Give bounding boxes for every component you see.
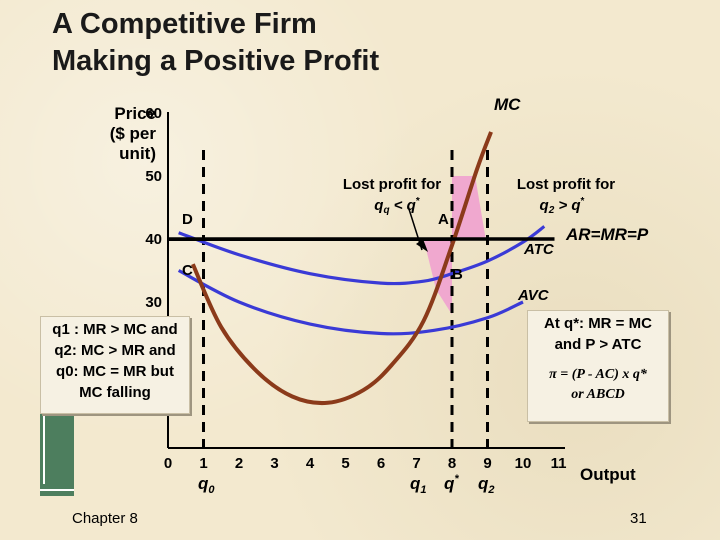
x-tick-label: 10	[515, 455, 532, 472]
right-note-line1: At q*: MR = MC	[544, 315, 652, 332]
lost-left-star: *	[416, 196, 420, 207]
right-note-line2: and P > ATC	[554, 336, 642, 353]
left-note-line: q2: MC > MR and	[54, 342, 176, 359]
slide-title: A Competitive Firm Making a Positive Pro…	[52, 6, 379, 80]
y-tick-label: 40	[145, 231, 162, 248]
q2-sub: 2	[487, 484, 494, 496]
q2-q: q	[478, 474, 489, 493]
x-tick-label: 4	[306, 455, 315, 472]
qstar-q: q	[444, 474, 455, 493]
lost-right-q: q	[540, 197, 549, 214]
page-number: 31	[630, 510, 647, 527]
q1-sub: 1	[420, 484, 426, 496]
q2-label: q2	[478, 474, 495, 496]
left-note-line: q1 : MR > MC and	[52, 321, 178, 338]
title-line-2: Making a Positive Profit	[52, 45, 380, 77]
x-tick-label: 6	[377, 455, 385, 472]
lost-right-star: *	[581, 196, 585, 207]
lost-profit-left-line1: Lost profit for	[343, 176, 441, 193]
left-note-line: MC falling	[79, 384, 151, 401]
left-note-line: q0: MC = MR but	[56, 363, 174, 380]
qstar-label: q*	[444, 473, 459, 493]
x-axis-label: Output	[580, 465, 636, 484]
slide-corner-icon	[40, 410, 74, 496]
q1-label: q1	[410, 474, 427, 496]
y-ticks: 30 40 50 60	[145, 105, 162, 311]
title-line-1: A Competitive Firm	[52, 8, 317, 40]
lost-profit-right-line2: q2 > q*	[540, 196, 585, 216]
y-tick-label: 30	[145, 294, 162, 311]
q0-sub: 0	[208, 484, 215, 496]
right-note-box: At q*: MR = MC and P > ATC π = (P - AC) …	[527, 310, 669, 422]
x-ticks: 0 1 2 3 4 5 6 7 8 9 10 11	[164, 455, 567, 472]
left-note-box: q1 : MR > MC and q2: MC > MR and q0: MC …	[40, 316, 190, 414]
x-tick-label: 7	[412, 455, 420, 472]
x-tick-label: 0	[164, 455, 172, 472]
x-tick-label: 11	[551, 455, 567, 472]
x-tick-label: 5	[341, 455, 349, 472]
mc-label: MC	[494, 95, 521, 114]
y-tick-label: 50	[145, 168, 162, 185]
point-b-label: B	[452, 266, 463, 283]
x-tick-label: 9	[483, 455, 491, 472]
mc-curve	[191, 131, 493, 406]
lost-right-sub: 2	[548, 205, 555, 216]
atc-curve	[178, 225, 546, 286]
point-c-label: C	[182, 262, 193, 279]
y-axis-label-line: Price	[114, 104, 156, 123]
demand-label: AR=MR=P	[565, 225, 649, 244]
lost-left-q: q	[374, 197, 383, 214]
y-axis-label-line: ($ per	[109, 124, 156, 143]
profit-formula-area: or ABCD	[571, 387, 625, 402]
y-tick-label: 60	[145, 105, 162, 122]
q0-q: q	[198, 474, 209, 493]
y-axis-label: Price ($ per unit)	[86, 104, 156, 164]
x-tick-label: 1	[199, 455, 207, 472]
x-tick-label: 2	[235, 455, 243, 472]
lost-profit-right-line1: Lost profit for	[517, 176, 615, 193]
x-tick-label: 8	[448, 455, 456, 472]
chapter-footer: Chapter 8	[72, 510, 138, 527]
point-a-label: A	[438, 211, 449, 228]
q1-q: q	[410, 474, 421, 493]
pointer-arrowhead	[416, 239, 428, 252]
atc-label: ATC	[523, 241, 555, 258]
profit-formula: π = (P - AC) x q*	[549, 367, 647, 382]
lost-left-rest: < q	[390, 197, 416, 214]
q0-label: q0	[198, 474, 215, 496]
lost-profit-left-line2: qq < q*	[374, 196, 420, 216]
y-axis-label-line: unit)	[119, 144, 156, 163]
avc-curve	[177, 269, 524, 336]
avc-label: AVC	[517, 287, 550, 304]
point-d-label: D	[182, 211, 193, 228]
x-tick-label: 3	[270, 455, 278, 472]
lost-right-rest: > q	[554, 197, 580, 214]
qstar-star: *	[454, 473, 459, 485]
lost-left-sub: q	[383, 205, 389, 216]
